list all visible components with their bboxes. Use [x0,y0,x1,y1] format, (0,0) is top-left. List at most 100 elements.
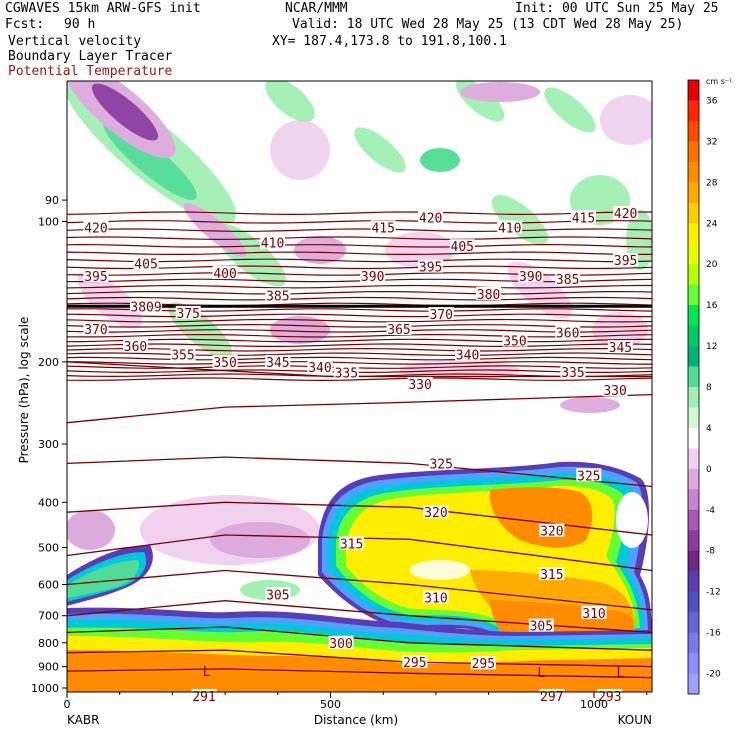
theta-contour-line [67,211,652,216]
downdraft-band [560,397,620,413]
colorbar-swatch [688,243,699,265]
theta-label: 3809 [130,300,161,315]
theta-contour-line [67,343,652,347]
theta-label: 325 [577,469,600,484]
colorbar-swatch [688,530,699,552]
tracer-core-orange [489,487,593,548]
downdraft-band [385,232,455,268]
theta-label-bg [83,269,109,283]
theta-label: 405 [451,240,474,255]
theta-label-bg [328,635,354,649]
downdraft-band-core [91,83,159,141]
theta-label: 335 [561,366,584,381]
theta-label-bg [407,376,433,390]
updraft-band [354,127,406,173]
colorbar-label: 28 [706,178,718,188]
header-fcst-value: 90 h [64,17,96,32]
header-org: NCAR/MMM [285,1,348,16]
theta-label-bg [265,288,291,302]
theta-label: 385 [556,273,579,288]
colorbar-swatch [688,141,699,163]
y-tick-label: 500 [38,542,59,555]
theta-label: 390 [361,270,384,285]
theta-label: 305 [266,588,289,603]
theta-label-bg [212,354,238,368]
theta-contour-line [67,329,652,333]
y-axis: 90 100 200 300 400 500 600 700 800 900 1000 [31,194,67,695]
theta-contour-line [67,456,652,488]
theta-label: 410 [261,237,284,252]
colorbar-swatch [688,387,699,408]
theta-label-bg [570,210,596,224]
downdraft-band [183,203,247,257]
theta-label: 405 [134,257,157,272]
colorbar-swatch [688,550,699,572]
colorbar-swatch [688,346,699,368]
y-axis-title: Pressure (hPa), log scale [17,317,31,464]
y-tick-label: 200 [38,356,59,369]
theta-contour-line [67,313,652,318]
tracer-mid-green [67,560,139,598]
colorbar-swatch [688,632,699,654]
colorbar-swatch [688,571,699,593]
downdraft-band [616,492,648,548]
colorbar-swatch [688,673,699,695]
downdraft-band [77,271,143,329]
x-axis-title: Distance (km) [314,713,398,727]
theta-label-bg [497,220,523,234]
theta-contour-line [67,284,652,289]
theta-label: 291 [192,690,215,705]
theta-contour-line [67,236,652,241]
theta-label-bg [455,347,481,361]
theta-label-bg [333,365,359,379]
colorbar-label: 32 [706,137,717,147]
theta-label-bg [170,347,196,361]
updraft-band [491,195,549,245]
theta-label-bg [602,383,628,397]
x-tick-label: 0 [64,698,71,711]
theta-label-bg [428,307,454,321]
theta-label-bg [528,618,554,632]
theta-label-bg [502,333,528,347]
theta-label: 315 [340,537,363,552]
theta-contour-line [67,501,652,536]
header-field-3: Potential Temperature [8,64,173,79]
theta-label-bg [175,305,201,319]
x-tick-label: 500 [320,698,341,711]
theta-label-bg [133,256,159,270]
theta-label: 350 [213,356,236,371]
colorbar-swatch [688,366,699,388]
theta-label-bg [576,468,602,482]
downdraft-band [210,522,310,558]
theta-contour-line [67,318,652,323]
theta-label-bg [518,269,544,283]
theta-contour-line [67,347,652,352]
theta-label-bg [613,206,639,220]
colorbar-label: 4 [706,424,712,434]
theta-label: 395 [419,261,442,276]
surface-tracer-layer [67,607,652,692]
theta-label: 420 [84,221,107,236]
theta-contour-line [67,569,652,611]
y-tick-label: 700 [38,610,59,623]
theta-label: 305 [530,620,553,635]
theta-label: 415 [572,211,595,226]
theta-label-bg [539,567,565,581]
tracer-plume [318,461,652,640]
colorbar-swatch [688,489,699,511]
updraft-band [420,148,460,172]
theta-contour-line [67,220,652,224]
theta-label: 310 [582,607,605,622]
theta-label-bg [386,321,412,335]
downdraft-band [600,95,652,145]
low-marker: L [616,666,624,681]
theta-contour-line [67,251,652,255]
theta-label-bg [130,299,163,313]
downdraft-band [410,560,470,580]
theta-label: 315 [540,568,563,583]
shaded-field [67,81,652,692]
theta-label-bg [581,605,607,619]
y-tick-label: 900 [38,661,59,674]
theta-label-bg [83,220,109,234]
theta-label-bg [212,266,238,280]
